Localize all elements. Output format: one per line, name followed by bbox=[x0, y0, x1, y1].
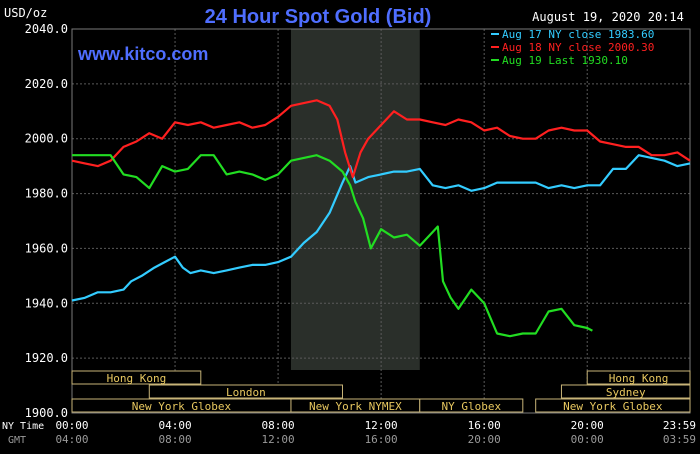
x-axis-row-label: GMT bbox=[8, 435, 26, 446]
session-label: New York Globex bbox=[563, 400, 663, 413]
session-label: Hong Kong bbox=[609, 372, 669, 385]
watermark: www.kitco.com bbox=[77, 44, 208, 64]
x-tick-label-gmt: 00:00 bbox=[571, 433, 604, 446]
session-bar bbox=[71, 370, 202, 385]
x-tick-label-gmt: 03:59 bbox=[663, 433, 696, 446]
x-tick-label: 20:00 bbox=[571, 419, 604, 432]
grid bbox=[71, 28, 691, 414]
unit-label: USD/oz bbox=[4, 6, 47, 20]
session-bar bbox=[419, 398, 524, 413]
session-label: NY Globex bbox=[441, 400, 501, 413]
series-line-1 bbox=[71, 154, 691, 302]
x-axis-row-label: NY Time bbox=[2, 421, 44, 432]
y-tick-label: 1980.0 bbox=[25, 187, 68, 201]
y-tick-label: 1900.0 bbox=[25, 406, 68, 420]
x-tick-label-gmt: 20:00 bbox=[468, 433, 501, 446]
y-tick-label: 2000.0 bbox=[25, 132, 68, 146]
plot-border bbox=[71, 28, 691, 414]
session-bar bbox=[535, 398, 691, 413]
session-label: Sydney bbox=[606, 386, 646, 399]
x-tick-label: 16:00 bbox=[468, 419, 501, 432]
y-tick-label: 1920.0 bbox=[25, 351, 68, 365]
chart-title: 24 Hour Spot Gold (Bid) bbox=[205, 6, 432, 28]
y-tick-label: 1940.0 bbox=[25, 296, 68, 310]
session-bar bbox=[148, 384, 343, 399]
legend-entry: Aug 17 NY close 1983.60 bbox=[502, 28, 654, 41]
session-label: Hong Kong bbox=[107, 372, 167, 385]
x-tick-label: 08:00 bbox=[262, 419, 295, 432]
y-tick-label: 1960.0 bbox=[25, 241, 68, 255]
x-tick-label-gmt: 12:00 bbox=[262, 433, 295, 446]
x-tick-label: 00:00 bbox=[55, 419, 88, 432]
series-line-3 bbox=[72, 154, 593, 338]
legend-entry: Aug 18 NY close 2000.30 bbox=[502, 41, 654, 54]
x-tick-label: 23:59 bbox=[663, 419, 696, 432]
session-bar bbox=[560, 384, 691, 399]
series-lines bbox=[71, 99, 691, 338]
y-axis: 2040.0 2020.0 2000.0 1980.0 1960.0 1940.0 1920… bbox=[25, 22, 68, 420]
timestamp: August 19, 2020 20:14 bbox=[532, 10, 684, 24]
series-line-2 bbox=[71, 99, 691, 179]
session-label: New York NYMEX bbox=[309, 400, 402, 413]
x-tick-label-gmt: 04:00 bbox=[55, 433, 88, 446]
x-tick-label: 04:00 bbox=[158, 419, 191, 432]
y-tick-label: 2020.0 bbox=[25, 77, 68, 91]
session-bar bbox=[586, 370, 691, 385]
session-label: New York Globex bbox=[132, 400, 232, 413]
x-tick-label: 12:00 bbox=[365, 419, 398, 432]
y-tick-label: 2040.0 bbox=[25, 22, 68, 36]
session-label: London bbox=[226, 386, 266, 399]
x-tick-label-gmt: 16:00 bbox=[365, 433, 398, 446]
x-tick-label-gmt: 08:00 bbox=[158, 433, 191, 446]
x-axis: NY TimeGMT00:0004:0004:0008:0008:0012:00… bbox=[2, 419, 696, 446]
legend-entry: Aug 19 Last 1930.10 bbox=[502, 54, 628, 67]
